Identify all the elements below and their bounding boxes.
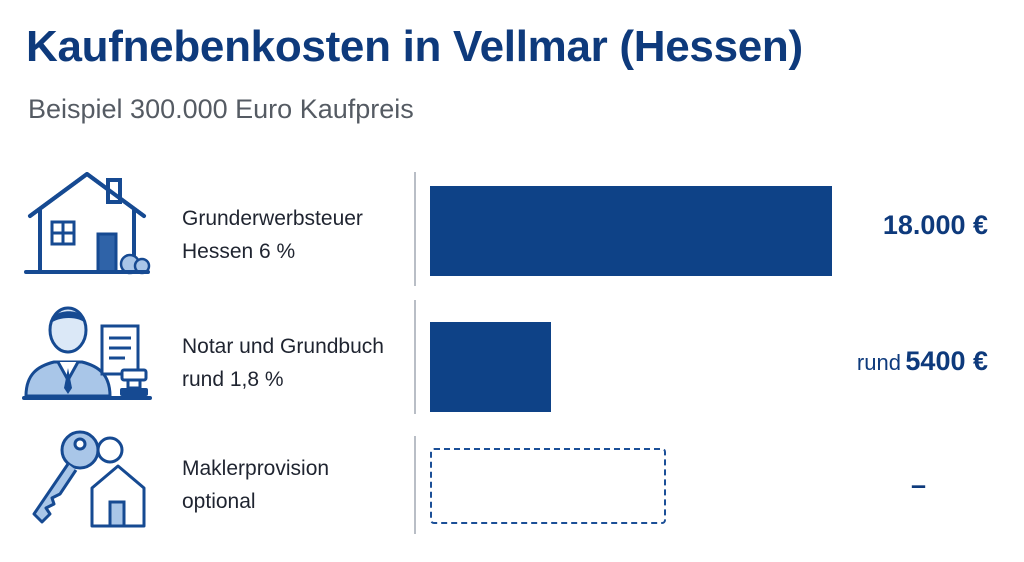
row-label-line1: Notar und Grundbuch: [182, 335, 384, 358]
value-label-makler: –: [911, 470, 926, 501]
chart-title: Kaufnebenkosten in Vellmar (Hessen): [26, 22, 803, 71]
notary-icon: [22, 306, 152, 400]
row-separator: [414, 300, 416, 414]
row-separator: [414, 172, 416, 286]
bar-grunderwerbsteuer: [430, 186, 832, 276]
row-label-line1: Maklerprovision: [182, 457, 330, 480]
keys-icon: [32, 430, 146, 528]
row-label-line2: optional: [182, 490, 256, 513]
value-label-notar: rund 5400 €: [857, 346, 988, 377]
value-number: 5400 €: [905, 346, 988, 376]
row-separator: [414, 436, 416, 534]
value-prefix: rund: [856, 350, 901, 375]
row-label-grunderwerbsteuer: Grunderwerbsteuer Hessen 6 %: [182, 202, 408, 268]
row-label-line2: Hessen 6 %: [182, 240, 296, 263]
value-label-grunderwerbsteuer: 18.000 €: [883, 210, 988, 241]
house-icon: [24, 172, 151, 275]
chart-subtitle: Beispiel 300.000 Euro Kaufpreis: [28, 94, 414, 124]
bar-notar-grundbuch: [430, 322, 551, 412]
row-label-makler: Maklerprovision optional: [182, 452, 408, 518]
bar-maklerprovision-placeholder: [430, 448, 666, 524]
row-label-notar: Notar und Grundbuch rund 1,8 %: [182, 330, 408, 396]
value-number: 18.000 €: [882, 210, 988, 240]
row-label-line2: rund 1,8 %: [182, 368, 284, 391]
row-label-line1: Grunderwerbsteuer: [182, 207, 363, 230]
value-number: –: [910, 470, 926, 500]
